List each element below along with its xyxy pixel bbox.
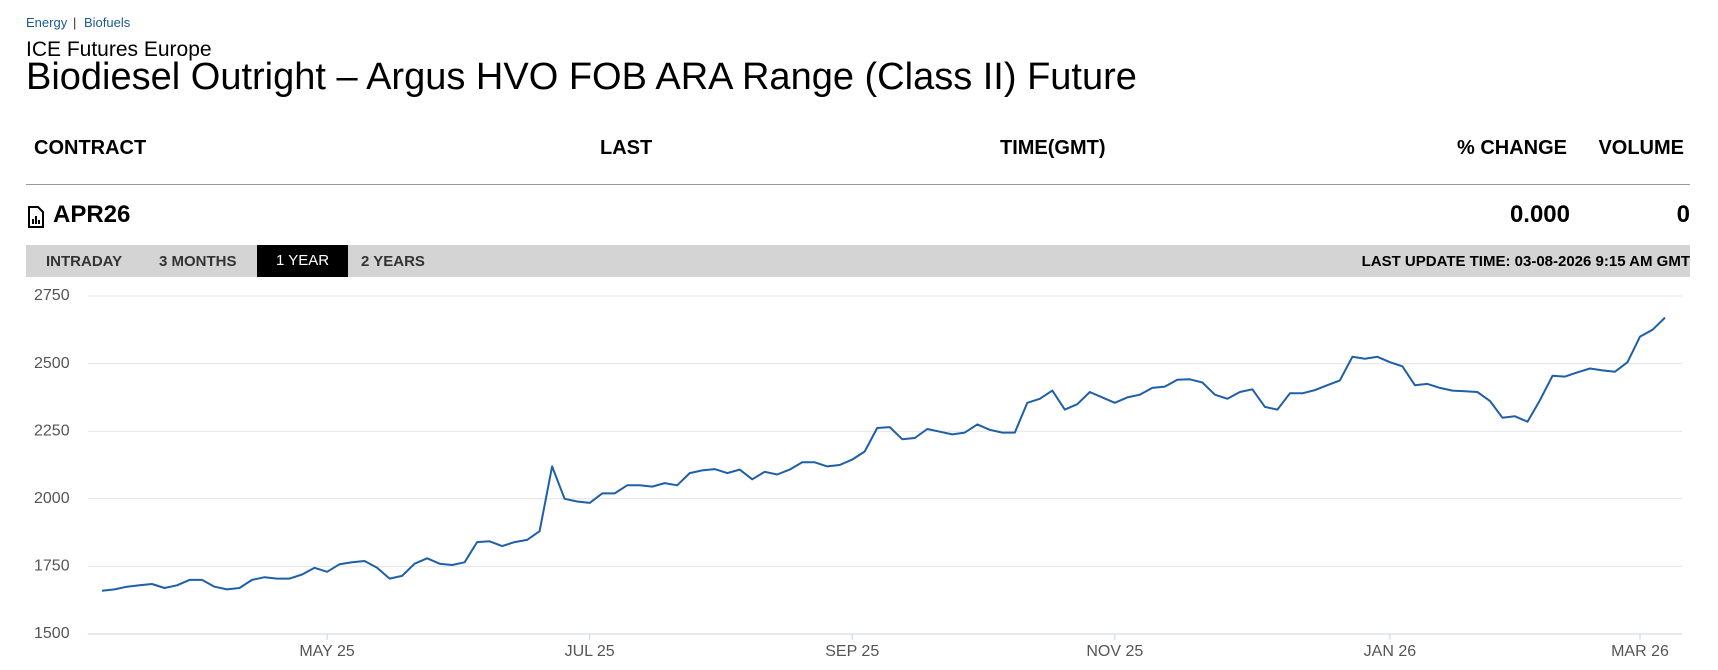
y-tick-label: 2750 [34, 287, 70, 304]
page-title: Biodiesel Outright – Argus HVO FOB ARA R… [26, 56, 1137, 98]
price-line [101, 316, 1666, 592]
change: 0.000 [1509, 201, 1570, 228]
volume: 0 [1676, 201, 1690, 228]
exchange: ICE Futures Europe [26, 38, 212, 61]
tab-active[interactable]: 1 YEAR [257, 245, 349, 277]
column-header: % CHANGE [1456, 137, 1567, 159]
x-tick-label: MAY 25 [299, 643, 355, 660]
chart: 1500 1750 2000 2250 2500 2750 MAY 25 JUL 25 SEP … [34, 287, 1682, 660]
column-header: CONTRACT [34, 137, 147, 159]
x-tick-label: JUL 25 [565, 643, 615, 660]
x-tick-label: MAR 26 [1611, 643, 1669, 660]
report-icon[interactable] [27, 206, 45, 228]
breadcrumb-link[interactable]: Biofuels [84, 15, 131, 30]
tab[interactable]: 3 MONTHS [159, 253, 237, 270]
tab[interactable]: INTRADAY [46, 253, 123, 270]
y-tick-label: 1500 [34, 625, 70, 642]
x-tick-label: JAN 26 [1364, 643, 1417, 660]
divider [26, 184, 1690, 185]
y-tick-label: 2250 [34, 422, 70, 439]
y-tick-label: 1750 [34, 558, 70, 575]
x-tick-label: SEP 25 [825, 643, 879, 660]
x-tick-label: NOV 25 [1086, 643, 1143, 660]
contract-link[interactable]: APR26 [53, 201, 131, 228]
separator: | [73, 15, 77, 30]
column-header: TIME(GMT) [1000, 137, 1106, 159]
column-header: VOLUME [1598, 137, 1684, 159]
y-tick-label: 2500 [34, 355, 70, 372]
breadcrumb-link[interactable]: Energy [26, 15, 68, 30]
last-update: LAST UPDATE TIME: 03-08-2026 9:15 AM GMT [1361, 253, 1690, 270]
column-header: LAST [600, 137, 653, 159]
y-tick-label: 2000 [34, 490, 70, 507]
tab[interactable]: 2 YEARS [361, 253, 425, 270]
